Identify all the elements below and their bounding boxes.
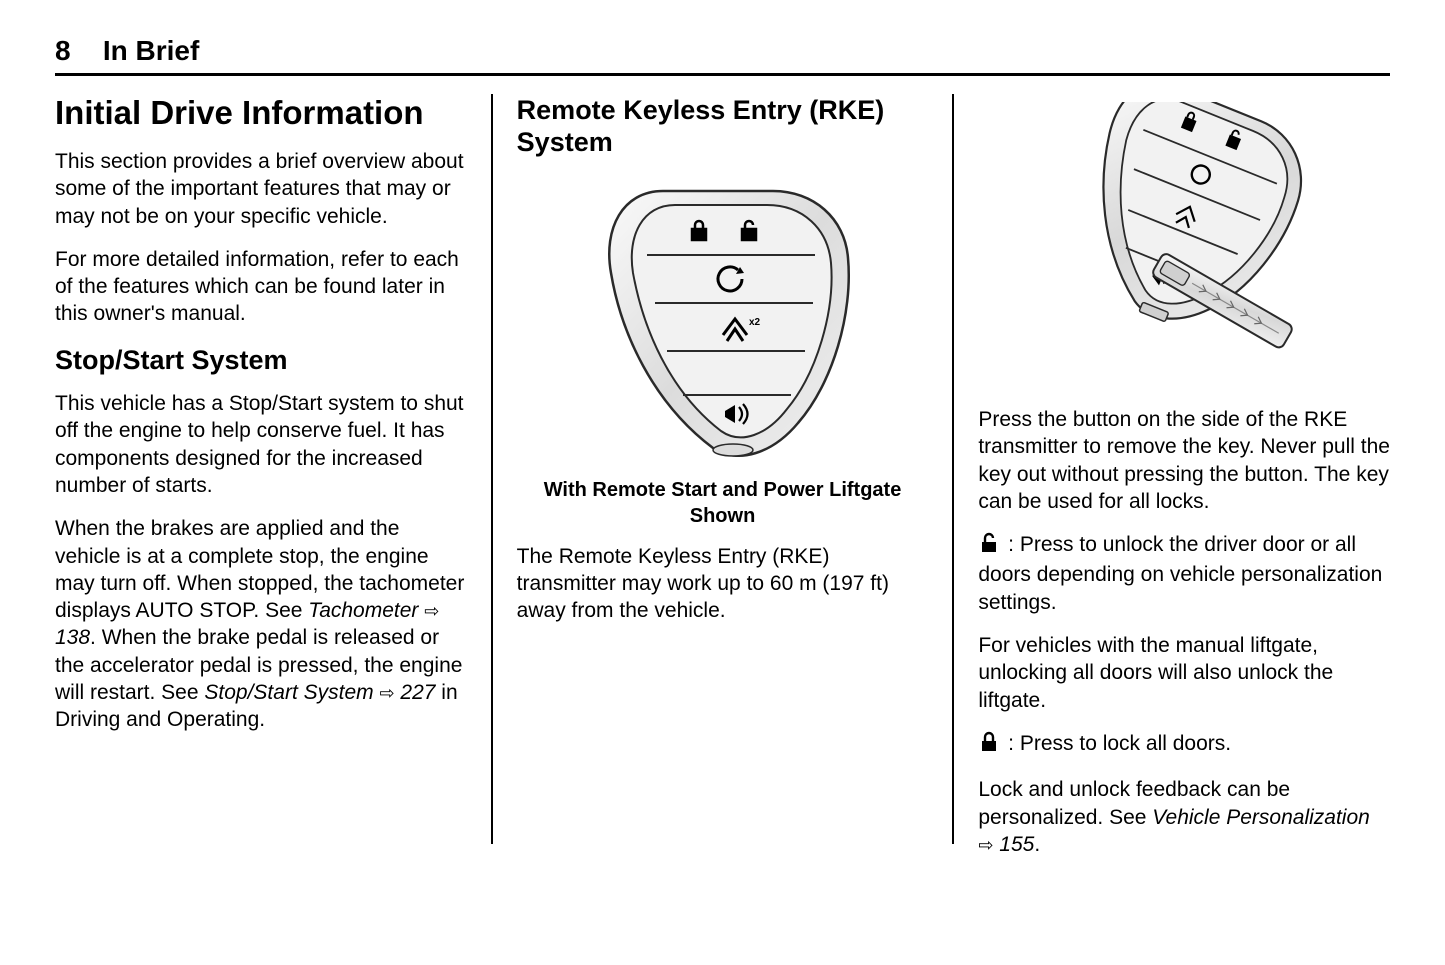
ref-vehicle-personalization: Vehicle Personalization [1152,806,1370,829]
lock-instruction: : Press to lock all doors. [978,730,1390,760]
text-run: . [1034,833,1040,856]
unlock-icon [978,532,1000,561]
reference-arrow-icon: ⇨ [379,682,394,705]
heading-rke: Remote Keyless Entry (RKE) System [517,94,929,159]
rke-range-paragraph: The Remote Keyless Entry (RKE) transmitt… [517,543,929,625]
ref-tachometer: Tachometer [308,599,418,622]
heading-initial-drive: Initial Drive Information [55,94,467,132]
intro-paragraph-1: This section provides a brief overview a… [55,148,467,230]
lock-icon [978,731,1000,760]
column-1: Initial Drive Information This section p… [55,94,485,874]
key-fob-illustration: x2 [563,173,883,463]
key-removal-paragraph: Press the button on the side of the RKE … [978,406,1390,515]
column-3: Press the button on the side of the RKE … [960,94,1390,874]
column-divider-2 [952,94,954,844]
ref-stop-start-system: Stop/Start System [204,681,373,704]
column-divider-1 [491,94,493,844]
reference-arrow-icon: ⇨ [978,834,993,857]
figure-key-blade [978,102,1390,392]
personalization-paragraph: Lock and unlock feedback can be personal… [978,776,1390,858]
content-columns: Initial Drive Information This section p… [55,94,1390,874]
ref-page-227: 227 [395,681,436,704]
figure-caption: With Remote Start and Power Liftgate Sho… [517,477,929,529]
ref-page-155: 155 [993,833,1034,856]
page-header: 8 In Brief [55,35,1390,76]
heading-stop-start: Stop/Start System [55,344,467,376]
unlock-instruction: : Press to unlock the driver door or all… [978,531,1390,616]
section-title: In Brief [103,35,199,66]
ref-page-138: 138 [55,626,90,649]
stop-start-paragraph-1: This vehicle has a Stop/Start system to … [55,390,467,499]
manual-liftgate-paragraph: For vehicles with the manual liftgate, u… [978,632,1390,714]
page-header-spacer [75,35,98,66]
key-fob-blade-illustration [1014,102,1354,392]
reference-arrow-icon: ⇨ [424,600,439,623]
text-run: : Press to lock all doors. [1002,732,1231,755]
column-2: Remote Keyless Entry (RKE) System [499,94,947,874]
svg-text:x2: x2 [749,317,761,328]
text-run: : Press to unlock the driver door or all… [978,533,1382,614]
figure-key-fob: x2 [517,173,929,463]
intro-paragraph-2: For more detailed information, refer to … [55,246,467,328]
page-number: 8 [55,35,71,66]
stop-start-paragraph-2: When the brakes are applied and the vehi… [55,515,467,733]
